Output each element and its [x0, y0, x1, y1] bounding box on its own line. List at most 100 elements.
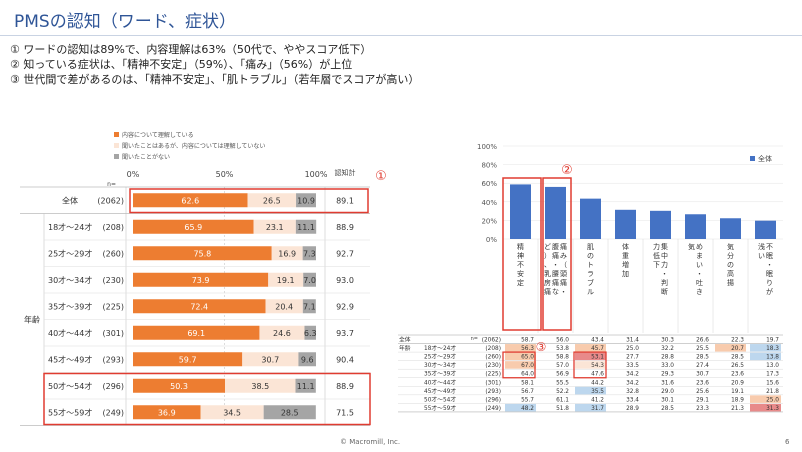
table-cell-value: 58.8: [556, 355, 569, 361]
bar-segment: [295, 219, 317, 234]
age-group-label: 年齢: [24, 315, 40, 325]
table-cell-value: 23.6: [731, 372, 744, 378]
table-cell-value: 47.6: [591, 372, 604, 378]
bar-segment: [253, 219, 296, 234]
column-bar: [650, 210, 671, 239]
row-label: 45才～49才: [48, 354, 92, 364]
row-label: 55才～59才: [48, 407, 92, 417]
bar-value-label: 9.6: [301, 355, 314, 364]
table-cell-highlight: [750, 344, 781, 352]
bar-value-label: 19.1: [277, 276, 295, 285]
bar-segment: [271, 246, 303, 261]
bar-value-label: 50.3: [170, 382, 188, 391]
y-tick-label: 100%: [477, 143, 497, 151]
bar-value-label: 62.6: [181, 196, 199, 205]
table-cell-value: 33.0: [661, 363, 674, 369]
table-cell-value: 41.2: [591, 397, 604, 403]
table-row-label: 18才～24才: [424, 344, 456, 352]
table-cell-value: 58.7: [521, 338, 534, 344]
table-cell-value: 13.0: [766, 363, 779, 369]
table-cell-value: 67.0: [521, 363, 534, 369]
bar-segment: [303, 272, 316, 287]
table-cell-value: 33.4: [626, 397, 639, 403]
awareness-value: 89.1: [336, 196, 354, 205]
page-number: 6: [785, 438, 790, 446]
table-cell-value: 29.3: [661, 372, 674, 378]
category-label-char: の: [587, 252, 594, 260]
category-label-char: ブ: [587, 278, 594, 287]
table-cell-value: 22.3: [731, 338, 744, 344]
bar-segment: [259, 325, 305, 340]
bar-value-label: 10.9: [297, 196, 315, 205]
category-label-char: 腰: [552, 270, 559, 278]
table-cell-value: 31.4: [626, 338, 639, 344]
category-label-char: 房: [544, 278, 551, 287]
table-cell-value: 29.1: [696, 397, 709, 403]
category-label-char: ル: [587, 288, 594, 296]
table-cell-value: 19.1: [731, 389, 744, 395]
table-cell-value: 32.2: [661, 346, 674, 352]
category-label-char: 痛: [560, 242, 567, 251]
column-bar: [720, 218, 741, 239]
bar-segment: [268, 272, 304, 287]
category-label-char: ま: [696, 252, 703, 260]
bar-segment: [133, 246, 272, 261]
bar-value-label: 38.5: [251, 382, 269, 391]
table-cell-value: 23.6: [696, 380, 709, 386]
legend-label: 全体: [758, 154, 772, 163]
bar-value-label: 36.9: [158, 408, 176, 417]
row-label: 全体: [62, 195, 78, 205]
table-cell-value: 45.7: [591, 346, 604, 352]
table-cell-value: 23.3: [696, 406, 709, 412]
row-n: (301): [102, 329, 124, 338]
table-cell-highlight: [750, 395, 781, 403]
bar-segment: [247, 193, 297, 208]
table-cell-value: 25.0: [766, 397, 779, 403]
bar-value-label: 26.5: [263, 196, 281, 205]
category-label-char: 眠: [766, 252, 773, 260]
legend-label: 聞いたことがない: [122, 153, 170, 161]
category-label-char: （: [560, 261, 567, 269]
bar-segment: [304, 325, 316, 340]
table-cell-value: 30.1: [661, 397, 674, 403]
row-label: 50才～54才: [48, 381, 92, 391]
table-cell-value: 34.2: [626, 372, 639, 378]
column-bar: [615, 209, 636, 239]
category-label-char: 眠: [766, 270, 773, 278]
table-cell-value: 56.9: [556, 372, 569, 378]
row-n: (2062): [97, 196, 124, 205]
category-label-char: ）: [544, 252, 551, 260]
table-row-label: 30才～34才: [424, 361, 456, 369]
category-label-char: 断: [661, 287, 668, 296]
column-bar: [580, 198, 601, 239]
awareness-value: 88.9: [336, 223, 354, 232]
table-cell-value: 55.7: [521, 397, 534, 403]
category-label-char: が: [766, 287, 773, 296]
table-cell-value: 56.0: [556, 338, 569, 344]
table-row-label: 45才～49才: [424, 387, 456, 395]
table-group-label: 年齢: [399, 344, 411, 352]
table-cell-value: 15.6: [766, 380, 779, 386]
bar-segment: [295, 378, 316, 393]
table-row-n: (230): [485, 363, 501, 369]
table-cell-value: 25.5: [696, 346, 709, 352]
annotation-2: ②: [561, 163, 573, 178]
highlight-box: [502, 177, 542, 331]
category-label-char: 浅: [758, 242, 765, 251]
category-label-char: い: [758, 252, 765, 260]
table-cell-highlight: [750, 403, 781, 412]
row-n: (225): [102, 302, 124, 311]
axis-tick-label: 50%: [216, 170, 234, 179]
awareness-value: 93.7: [336, 329, 354, 338]
highlight-box: [542, 177, 572, 331]
bar-value-label: 11.1: [297, 223, 315, 232]
bar-value-label: 11.1: [297, 382, 315, 391]
category-label-char: 乳: [544, 269, 551, 278]
table-cell-highlight: [505, 344, 536, 352]
category-label-char: 安: [517, 269, 524, 278]
table-cell-value: 27.7: [626, 355, 639, 361]
category-label-char: 腹: [552, 242, 559, 251]
category-label-char: ラ: [587, 270, 594, 278]
table-cell-value: 28.5: [696, 355, 709, 361]
